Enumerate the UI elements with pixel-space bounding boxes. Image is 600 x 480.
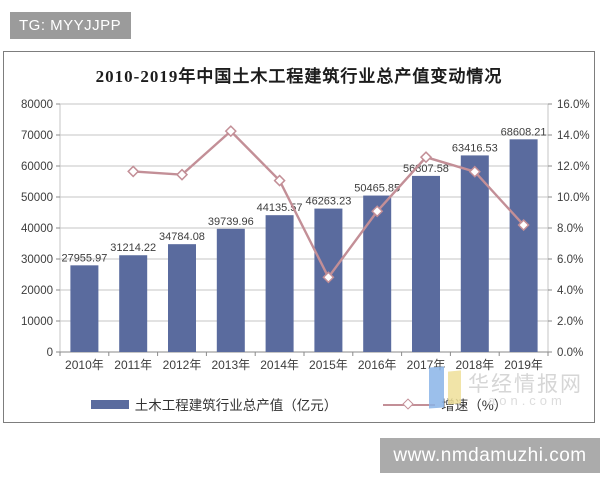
diamond-marker-icon <box>402 397 414 410</box>
source-url-bar: www.nmdamuzhi.com <box>380 438 600 473</box>
watermark-site-name: 华经情报网 <box>468 373 583 396</box>
legend-item-output: 土木工程建筑行业总产值（亿元） <box>90 394 338 414</box>
chart-title: 2010-2019年中国土木工程建筑行业总产值变动情况 <box>95 67 503 86</box>
chart-legend: 土木工程建筑行业总产值（亿元） 增速（%） <box>3 392 595 416</box>
line-series-swatch <box>383 397 436 410</box>
tg-watermark-badge: TG: MYYJJPP <box>10 12 131 39</box>
watermark-logo-icon <box>448 370 461 405</box>
watermark-logo-icon <box>429 366 444 409</box>
site-watermark: 华经情报网 aon.com <box>428 366 598 412</box>
legend-label-output: 土木工程建筑行业总产值（亿元） <box>134 398 338 413</box>
bar-series-swatch <box>90 399 129 409</box>
watermark-domain: aon.com <box>488 393 566 408</box>
